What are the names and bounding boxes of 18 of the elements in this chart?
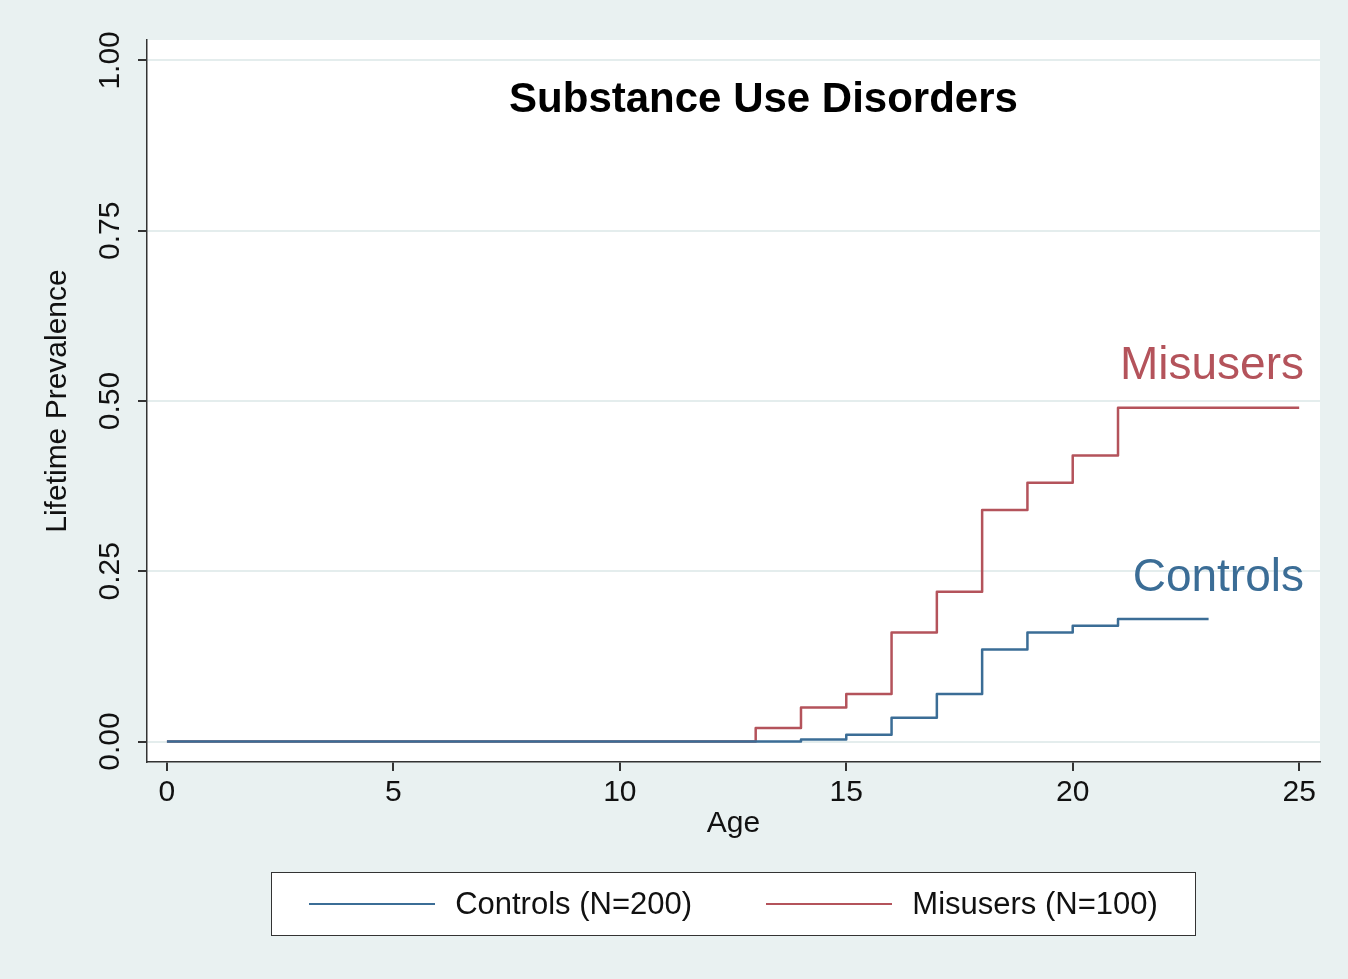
y-tick-label: 0.00: [92, 712, 126, 771]
x-axis-title: Age: [706, 805, 761, 839]
y-tick-label: 0.25: [92, 542, 126, 601]
x-tick-label: 25: [1282, 774, 1316, 808]
annotation: Misusers: [1119, 337, 1304, 390]
y-axis-title: Lifetime Prevalence: [39, 269, 73, 533]
y-tick-label: 0.50: [92, 371, 126, 431]
x-tick-label: 0: [158, 774, 176, 808]
x-tick-label: 10: [603, 774, 637, 808]
text: Substance Use Disorders: [509, 74, 1018, 121]
y-tick-label: 1.00: [92, 31, 126, 90]
x-tick-label: 5: [385, 774, 402, 808]
y-tick-label: 0.75: [92, 201, 126, 260]
x-tick-label: 15: [829, 774, 863, 808]
annotation: Controls: [1132, 548, 1304, 601]
legend-label: Controls (N=200): [455, 886, 693, 922]
legend-label: Misusers (N=100): [912, 886, 1158, 922]
x-tick-label: 20: [1056, 774, 1090, 808]
